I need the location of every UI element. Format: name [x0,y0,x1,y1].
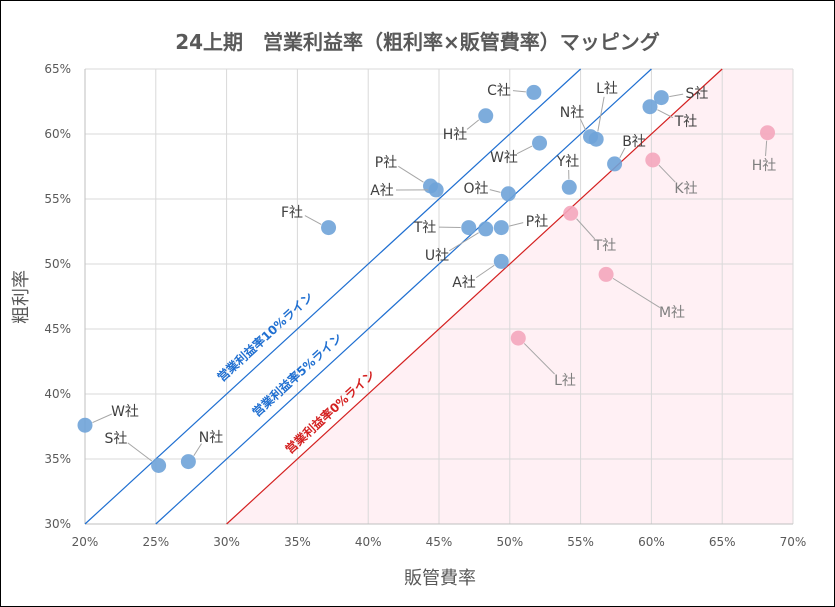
data-label: T社 [674,114,698,130]
data-label: T社 [593,238,617,254]
data-label: N社 [560,105,584,121]
data-point [493,253,509,269]
data-point [583,129,599,145]
data-label: L社 [554,373,576,389]
data-point [77,417,93,433]
data-point [760,125,776,141]
leader-line [193,443,202,456]
x-tick-label: 45% [426,535,453,549]
data-point [642,99,658,115]
reference-line [226,68,723,525]
leader-line [657,109,674,119]
leader-line [512,90,526,93]
leader-line [658,164,676,183]
reference-line [84,68,582,525]
data-label: T社 [413,220,437,236]
y-tick-label: 50% [44,257,71,271]
leader-line [304,215,322,225]
data-label: M社 [659,305,685,321]
data-point [526,84,542,100]
leader-line [765,140,768,157]
data-label: K社 [674,181,697,197]
data-point [653,90,669,106]
data-point [493,220,509,236]
x-axis-title: 販管費率 [404,568,476,589]
x-tick-label: 65% [709,535,736,549]
leader-line [619,147,626,159]
leader-line [579,118,587,131]
x-tick-label: 60% [638,535,665,549]
data-label: S社 [686,86,709,102]
leader-line [576,218,596,240]
data-label: O社 [463,181,488,197]
y-tick-label: 60% [44,127,71,141]
data-label: W社 [490,150,518,166]
data-point [428,182,444,198]
data-point [561,179,577,195]
data-label: N社 [199,430,223,446]
x-tick-label: 55% [567,535,594,549]
data-point [500,186,516,202]
leader-line [489,189,501,193]
leader-line [509,222,524,227]
chart-title: 24上期 営業利益率（粗利率×販管費率）マッピング [175,30,660,54]
data-point [478,221,494,237]
x-tick-label: 70% [780,535,807,549]
leader-line [669,93,684,98]
x-tick-label: 40% [355,535,382,549]
leader-line [523,343,555,375]
data-label: F社 [281,205,303,221]
data-point [563,205,579,221]
y-tick-label: 65% [44,62,71,76]
data-label: A社 [370,183,394,199]
data-point [645,152,661,168]
data-point [478,108,494,124]
leader-line [475,264,495,279]
y-tick-label: 45% [44,322,71,336]
data-point [321,220,337,236]
data-label: L社 [596,81,618,97]
data-label: B社 [622,134,646,150]
data-point [461,220,477,236]
data-label: P社 [526,214,548,230]
data-point [532,135,548,151]
leader-line [449,232,479,252]
leader-line [597,96,605,132]
leader-line [612,277,661,308]
leader-line [466,119,480,130]
x-tick-label: 50% [496,535,523,549]
x-tick-label: 25% [142,535,169,549]
data-point [151,458,167,473]
y-tick-label: 35% [44,452,71,466]
leader-line [516,145,533,155]
leader-line [127,442,153,462]
data-label: U社 [425,248,449,264]
data-label: P社 [375,155,397,171]
data-point [607,156,623,172]
x-tick-label: 35% [284,535,311,549]
data-label: C社 [487,83,511,99]
leader-line [92,413,113,423]
y-tick-label: 40% [44,387,71,401]
data-label: W社 [111,404,139,420]
data-point [598,266,614,282]
x-tick-label: 20% [72,535,99,549]
x-tick-label: 30% [213,535,240,549]
data-label: H社 [752,158,777,174]
data-point [180,454,196,470]
leader-line [398,165,424,183]
data-label: A社 [452,275,476,291]
data-label: S社 [105,431,128,447]
data-label: H社 [443,127,468,143]
y-tick-label: 30% [44,517,71,531]
reference-line [155,68,652,525]
data-label: Y社 [556,154,580,170]
y-axis-title: 粗利率 [11,270,32,324]
y-tick-label: 55% [44,192,71,206]
data-point [510,330,526,346]
